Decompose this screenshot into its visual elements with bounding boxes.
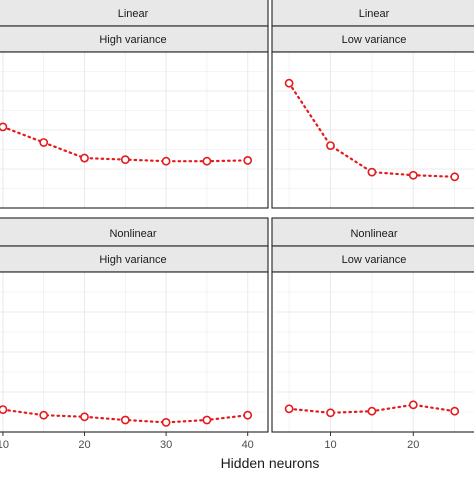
facet-3-row-label: Nonlinear [109, 228, 156, 240]
facet-2-data-point [408, 170, 418, 180]
facet-2-col-strip [271, 25, 474, 53]
facet-4-row-label: Nonlinear [350, 228, 397, 240]
facet-1-row-strip [0, 0, 269, 27]
facet-2-series-line [288, 82, 456, 178]
facet-1-col-strip [0, 25, 269, 53]
facet-1-data-point [161, 156, 171, 166]
facet-2-panel-border [271, 51, 474, 209]
x-axis-title: Hidden neurons [221, 455, 320, 471]
facet-3-data-point [243, 410, 253, 420]
facet-2-data-point [450, 172, 460, 182]
facet-4-row-strip [271, 217, 474, 247]
facet-4-x-tick-label: 20 [407, 439, 419, 451]
facet-3-x-tick-label: 30 [160, 439, 172, 451]
facet-3-data-point [80, 412, 89, 422]
facet-1-data-point [243, 156, 253, 165]
facet-4-data-point [284, 404, 294, 414]
facet-1-row-label: Linear [118, 8, 149, 20]
facet-4-data-point [450, 406, 460, 416]
facet-1-data-point [202, 156, 212, 166]
facet-1-data-point [39, 138, 49, 147]
facet-1-data-point [0, 122, 8, 132]
facet-1-data-point [80, 153, 89, 163]
facet-2-data-point [284, 78, 294, 88]
facet-3-panel-border [0, 271, 269, 433]
facet-4-data-point [408, 400, 418, 410]
facet-3-data-point [202, 415, 212, 425]
facet-4-data-point [367, 406, 377, 416]
facet-3-x-tick-label: 10 [0, 439, 9, 451]
facet-3-row-strip [0, 217, 269, 247]
facet-4-col-strip [271, 245, 474, 273]
facet-1-data-point [120, 155, 130, 165]
facet-2-data-point [326, 141, 335, 150]
facet-2-data-point [367, 167, 377, 177]
facet-1-col-label: High variance [99, 34, 166, 46]
facet-3-col-label: High variance [99, 254, 166, 266]
facet-2-row-label: Linear [359, 8, 390, 20]
facet-4-x-tick-label: 10 [324, 439, 336, 451]
facet-3-col-strip [0, 245, 269, 273]
facet-3-data-point [120, 415, 130, 425]
facet-1-panel-border [0, 51, 269, 209]
facet-3-x-tick-label: 20 [78, 439, 90, 451]
facet-4-data-point [326, 408, 335, 418]
facet-2-col-label: Low variance [342, 34, 407, 46]
facet-4-col-label: Low variance [342, 254, 407, 266]
facet-4-panel-border [271, 271, 474, 433]
facet-3-data-point [161, 417, 171, 427]
facet-3-data-point [39, 410, 49, 420]
facet-3-data-point [0, 405, 8, 414]
facet-3-x-tick-label: 40 [242, 439, 254, 451]
